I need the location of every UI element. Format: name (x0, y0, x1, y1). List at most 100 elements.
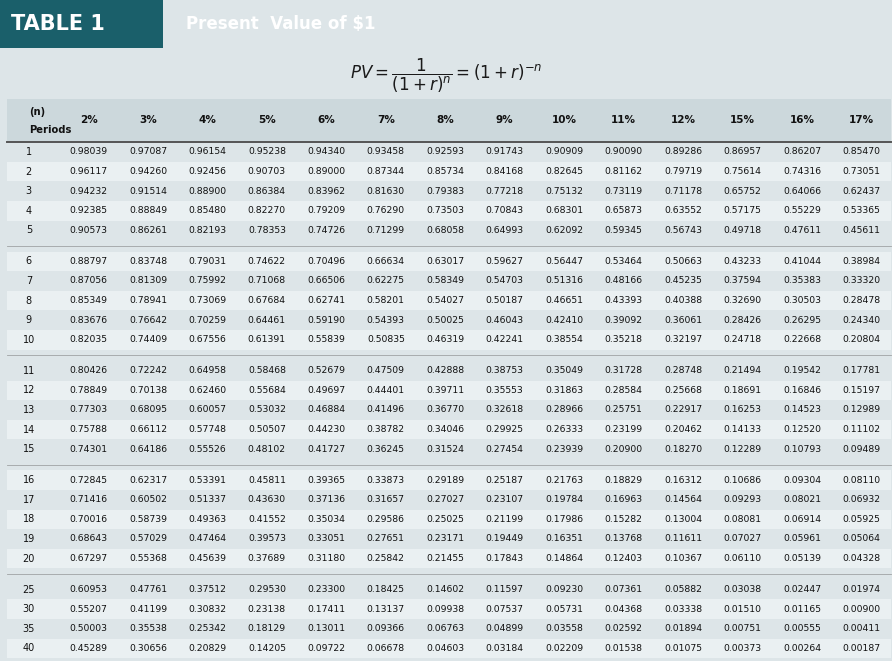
Text: 0.28748: 0.28748 (664, 366, 702, 375)
Text: 35: 35 (22, 624, 35, 634)
Text: 9: 9 (26, 315, 32, 325)
Text: 0.58468: 0.58468 (248, 366, 286, 375)
Text: 0.12520: 0.12520 (783, 425, 821, 434)
Text: 0.79719: 0.79719 (664, 167, 702, 176)
Text: 0.37136: 0.37136 (308, 495, 345, 504)
Text: 0.70843: 0.70843 (485, 206, 524, 215)
Bar (7, 440, 891, 459)
Text: 0.09293: 0.09293 (723, 495, 762, 504)
Text: 0.17781: 0.17781 (842, 366, 880, 375)
Text: 0.28966: 0.28966 (545, 405, 583, 414)
Text: 0.34046: 0.34046 (426, 425, 465, 434)
Text: 0.91743: 0.91743 (485, 147, 524, 157)
Text: 3%: 3% (139, 116, 157, 126)
Text: 0.51316: 0.51316 (545, 276, 583, 286)
Text: 3: 3 (26, 186, 32, 196)
Text: 0.00411: 0.00411 (842, 624, 880, 633)
Text: 0.16963: 0.16963 (605, 495, 642, 504)
Text: 0.79383: 0.79383 (426, 186, 465, 196)
Text: 10: 10 (22, 335, 35, 345)
Text: 0.15197: 0.15197 (842, 386, 880, 395)
Text: 0.38554: 0.38554 (545, 335, 583, 344)
Text: 0.38984: 0.38984 (842, 257, 880, 266)
Text: 0.46319: 0.46319 (426, 335, 465, 344)
Text: 0.88797: 0.88797 (70, 257, 108, 266)
Text: 0.65752: 0.65752 (723, 186, 762, 196)
Text: 0.31524: 0.31524 (426, 445, 464, 453)
Text: 0.20462: 0.20462 (664, 425, 702, 434)
Text: 0.81309: 0.81309 (129, 276, 167, 286)
Text: 0.01538: 0.01538 (605, 644, 642, 653)
Text: 0.06110: 0.06110 (723, 554, 762, 563)
Text: 0.11597: 0.11597 (486, 585, 524, 594)
Text: 0.94260: 0.94260 (129, 167, 167, 176)
Text: 0.62460: 0.62460 (188, 386, 227, 395)
Text: 0.90090: 0.90090 (605, 147, 642, 157)
Text: 0.30832: 0.30832 (188, 605, 227, 613)
Text: 0.23138: 0.23138 (248, 605, 286, 613)
Text: 0.60953: 0.60953 (70, 585, 108, 594)
Text: 0.70016: 0.70016 (70, 515, 108, 524)
Text: 0.31863: 0.31863 (545, 386, 583, 395)
Bar (7, 330, 891, 350)
Text: 0.17986: 0.17986 (545, 515, 583, 524)
Text: 0.87344: 0.87344 (367, 167, 405, 176)
Text: 0.25842: 0.25842 (367, 554, 405, 563)
Text: 0.09230: 0.09230 (545, 585, 583, 594)
Text: 0.78941: 0.78941 (129, 296, 167, 305)
Text: 0.45811: 0.45811 (248, 476, 286, 485)
Text: 0.22917: 0.22917 (664, 405, 702, 414)
Text: 0.90703: 0.90703 (248, 167, 286, 176)
Text: 0.09304: 0.09304 (783, 476, 821, 485)
Text: 0.33873: 0.33873 (367, 476, 405, 485)
Text: 0.50025: 0.50025 (426, 316, 464, 325)
Text: 0.09938: 0.09938 (426, 605, 465, 613)
Text: 0.35218: 0.35218 (605, 335, 642, 344)
Text: 0.36061: 0.36061 (664, 316, 702, 325)
Text: 0.24340: 0.24340 (842, 316, 880, 325)
Text: 16%: 16% (789, 116, 814, 126)
Text: 0.23300: 0.23300 (308, 585, 345, 594)
Text: 8%: 8% (436, 116, 454, 126)
Text: 0.39092: 0.39092 (605, 316, 642, 325)
Text: 0.78849: 0.78849 (70, 386, 108, 395)
Text: 0.77218: 0.77218 (485, 186, 524, 196)
Text: 0.73503: 0.73503 (426, 206, 464, 215)
Text: 0.29925: 0.29925 (486, 425, 524, 434)
Text: 0.82193: 0.82193 (188, 226, 227, 235)
Text: 0.59627: 0.59627 (486, 257, 524, 266)
Text: 0.09366: 0.09366 (367, 624, 405, 633)
Text: 0.04899: 0.04899 (485, 624, 524, 633)
Text: 0.65873: 0.65873 (605, 206, 642, 215)
Text: 0.11611: 0.11611 (664, 535, 702, 543)
Text: 0.75132: 0.75132 (545, 186, 583, 196)
Text: TABLE 1: TABLE 1 (11, 14, 104, 34)
Text: 0.11102: 0.11102 (842, 425, 880, 434)
Text: 0.07361: 0.07361 (605, 585, 642, 594)
Bar (7, 529, 891, 549)
Text: 0.73051: 0.73051 (842, 167, 880, 176)
Text: 0.92456: 0.92456 (188, 167, 227, 176)
Text: 0.06932: 0.06932 (842, 495, 880, 504)
Text: $PV = \dfrac{1}{(1+r)^n} = (1+r)^{-n}$: $PV = \dfrac{1}{(1+r)^n} = (1+r)^{-n}$ (350, 56, 542, 95)
Text: 0.53464: 0.53464 (605, 257, 642, 266)
Text: 0.49363: 0.49363 (188, 515, 227, 524)
Text: 0.05961: 0.05961 (783, 535, 821, 543)
Text: 16: 16 (22, 475, 35, 485)
Text: 0.47464: 0.47464 (188, 535, 227, 543)
Text: 0.94340: 0.94340 (308, 147, 345, 157)
Text: 0.46651: 0.46651 (545, 296, 583, 305)
Text: 0.31180: 0.31180 (308, 554, 345, 563)
Text: 0.81630: 0.81630 (367, 186, 405, 196)
Text: 0.25342: 0.25342 (188, 624, 227, 633)
Text: 0.55229: 0.55229 (783, 206, 821, 215)
Text: 0.23107: 0.23107 (485, 495, 524, 504)
Text: 0.02447: 0.02447 (783, 585, 821, 594)
Text: 19: 19 (22, 534, 35, 544)
Text: 40: 40 (22, 643, 35, 653)
Text: 0.64066: 0.64066 (783, 186, 821, 196)
Text: 0.59345: 0.59345 (605, 226, 642, 235)
Text: 0.30656: 0.30656 (129, 644, 167, 653)
Text: 18: 18 (22, 514, 35, 524)
Text: 0.54027: 0.54027 (426, 296, 464, 305)
